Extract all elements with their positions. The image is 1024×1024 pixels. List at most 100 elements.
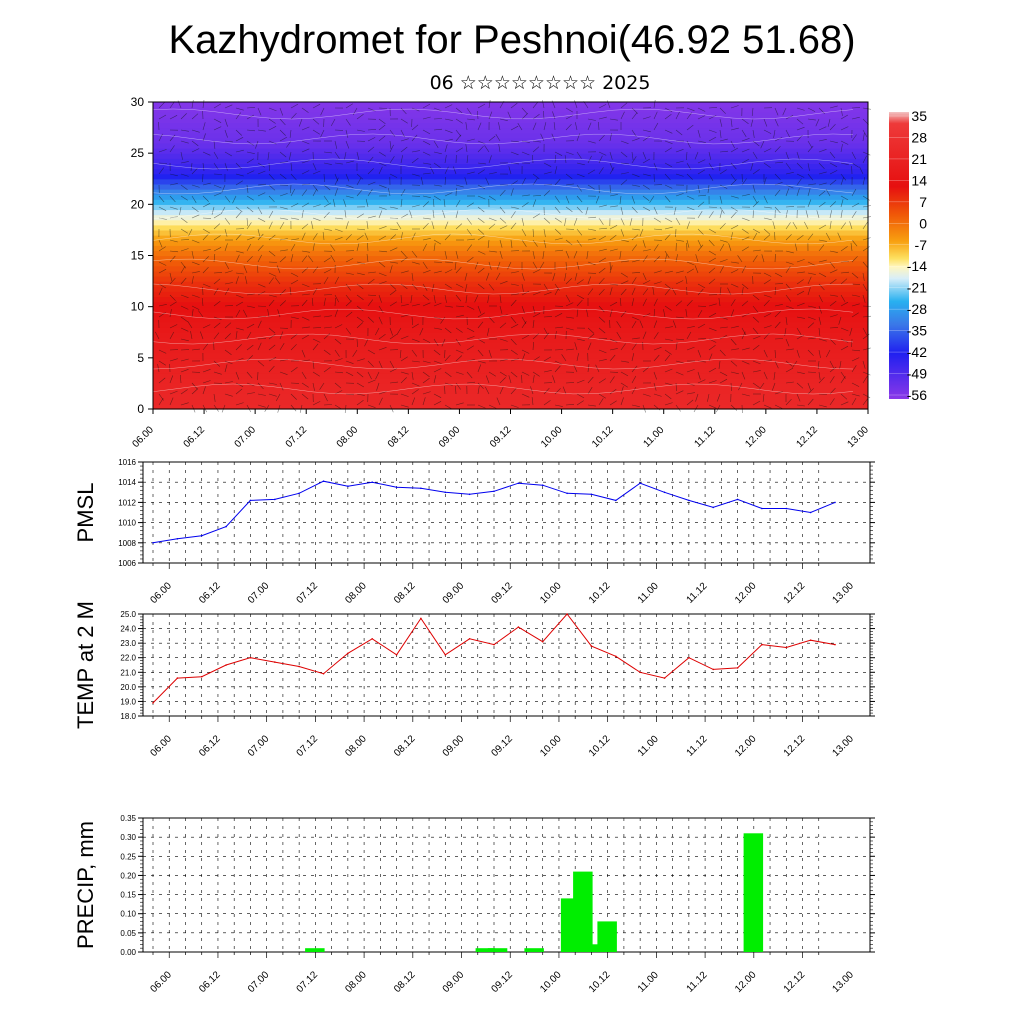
wind-barb	[235, 206, 243, 213]
heat-band	[153, 368, 868, 374]
temp-point	[517, 626, 520, 628]
wind-barb	[389, 265, 393, 274]
wind-barb	[367, 404, 376, 408]
wind-barb	[862, 129, 868, 138]
heatmap-x-tick-label: 10.00	[539, 424, 565, 450]
pmsl-point	[590, 493, 593, 496]
temp-point	[761, 643, 763, 646]
wind-barb	[180, 239, 190, 241]
wind-barb	[235, 402, 244, 406]
pmsl-point	[712, 506, 714, 509]
wind-barb	[411, 360, 420, 363]
wind-barb	[807, 118, 816, 121]
wind-barb	[631, 151, 634, 160]
wind-barb	[741, 283, 749, 290]
wind-barb	[521, 177, 526, 186]
wind-barb	[444, 176, 446, 186]
wind-barb	[290, 367, 298, 373]
temp-point	[493, 643, 495, 646]
wind-barb	[180, 161, 189, 164]
wind-barb	[268, 173, 275, 181]
heat-band	[153, 316, 868, 323]
wind-barb	[422, 378, 430, 384]
wind-barb	[213, 162, 219, 170]
wind-barb	[587, 155, 592, 164]
wind-barb	[543, 356, 552, 362]
wind-barb	[191, 294, 200, 298]
wind-barb	[268, 327, 276, 334]
wind-barb	[565, 294, 571, 303]
wind-barb	[543, 110, 545, 120]
wind-barb	[378, 184, 387, 189]
wind-barb	[235, 107, 244, 111]
contour-line	[152, 383, 854, 395]
heatmap-x-tick-label: 09.12	[488, 424, 514, 450]
wind-barb	[268, 210, 274, 219]
wind-barb	[411, 323, 419, 329]
wind-barb	[752, 201, 759, 208]
heat-band	[153, 270, 868, 277]
wind-barb	[279, 193, 288, 197]
wind-barb	[741, 178, 747, 186]
wind-barb	[686, 221, 690, 230]
wind-barb	[730, 325, 739, 329]
wind-barb	[158, 360, 166, 366]
wind-barb	[730, 269, 739, 274]
wind-barb	[345, 371, 354, 376]
wind-barb	[554, 228, 562, 235]
wind-barb	[521, 283, 524, 292]
wind-barb	[422, 162, 431, 165]
temp-x-tick-label: 06.00	[148, 733, 174, 759]
wind-barb	[664, 368, 673, 373]
wind-barb	[444, 404, 453, 410]
wind-barb	[411, 232, 416, 241]
wind-barb	[488, 172, 497, 175]
wind-barb	[741, 194, 750, 197]
heat-band	[153, 245, 868, 251]
wind-barb	[486, 272, 490, 281]
wind-barb	[785, 222, 791, 230]
wind-barb	[752, 255, 758, 263]
wind-barb	[455, 223, 463, 230]
wind-barb	[598, 217, 604, 225]
wind-barb	[279, 217, 288, 220]
wind-barb	[774, 404, 783, 409]
heat-band	[153, 178, 868, 185]
heat-band	[153, 219, 868, 226]
wind-barb	[268, 277, 274, 285]
wind-barb	[763, 148, 772, 153]
wind-barb	[807, 316, 816, 320]
precip-x-tick-label: 12.12	[782, 969, 808, 995]
wind-barb	[389, 228, 399, 230]
wind-barb	[785, 381, 794, 384]
pmsl-point	[420, 487, 422, 490]
wind-barb	[862, 294, 866, 303]
wind-barb	[609, 205, 618, 208]
wind-barb	[444, 155, 447, 164]
wind-barb	[708, 173, 714, 182]
wind-barb	[466, 118, 476, 121]
wind-barb	[232, 195, 237, 204]
wind-barb	[444, 221, 449, 230]
wind-barb	[562, 386, 567, 395]
wind-barb	[642, 298, 647, 307]
wind-barb	[708, 380, 717, 384]
wind-barb	[224, 270, 233, 274]
wind-barb	[235, 331, 238, 340]
temp-point	[395, 654, 398, 656]
wind-barb	[246, 158, 254, 164]
wind-barb	[433, 401, 442, 406]
wind-barb	[312, 266, 319, 274]
wind-barb	[862, 261, 869, 269]
wind-barb	[246, 129, 256, 132]
wind-barb	[477, 250, 486, 255]
wind-barb	[290, 173, 297, 181]
wind-barb	[686, 239, 690, 248]
wind-barb	[367, 189, 373, 197]
wind-barb	[301, 283, 310, 288]
wind-barb	[444, 327, 452, 334]
wind-barb	[311, 297, 314, 307]
wind-barb	[719, 206, 725, 214]
wind-barb	[367, 168, 374, 175]
